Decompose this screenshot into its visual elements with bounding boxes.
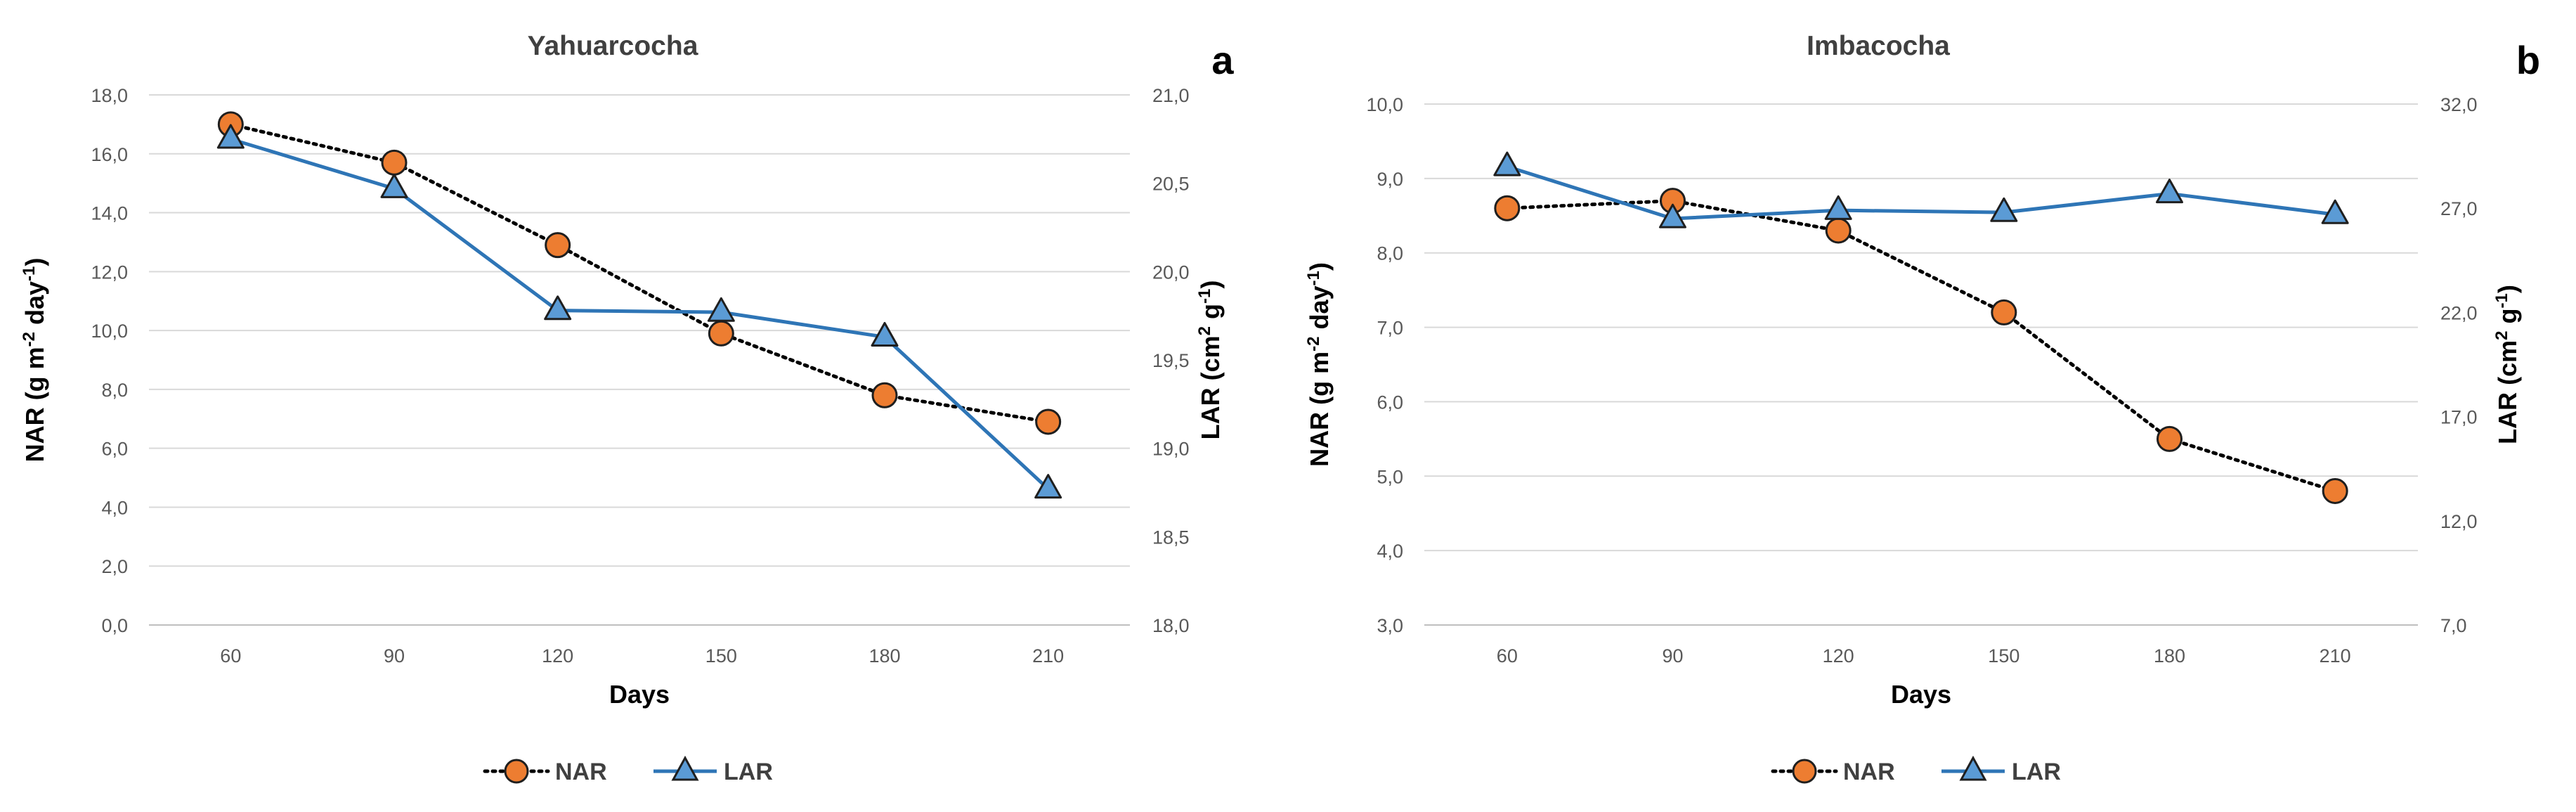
chart-b-svg: 3,0 4,0 5,0 6,0 7,0 8,0 9,0 10,0 7,0 12,0 17,0 22,0… xyxy=(1304,31,2541,785)
y2-tick-label: 19,0 xyxy=(1152,439,1190,460)
chart-title: Imbacocha xyxy=(1807,31,1950,61)
data-point-nar xyxy=(871,382,898,408)
series-line-nar xyxy=(1505,199,2337,493)
x-tick-label: 120 xyxy=(1823,645,1854,666)
y-axis-title: NAR (g m-2 day-1) xyxy=(20,258,50,463)
y-tick-label: 8,0 xyxy=(101,380,128,401)
x-tick-label: 60 xyxy=(1497,645,1518,666)
x-tick-label: 150 xyxy=(705,645,737,666)
data-point-nar xyxy=(2157,425,2183,452)
y2-tick-label: 18,0 xyxy=(1152,615,1190,636)
data-point-lar xyxy=(380,173,408,198)
y-tick-label: 12,0 xyxy=(91,262,128,283)
legend-marker-nar xyxy=(1792,759,1817,784)
y2-tick-label: 18,5 xyxy=(1152,527,1190,548)
data-point-lar xyxy=(707,297,735,322)
y-tick-label: 7,0 xyxy=(1377,318,1403,339)
data-point-lar xyxy=(2321,199,2349,224)
y-tick-label: 2,0 xyxy=(101,556,128,577)
data-point-nar xyxy=(381,149,408,176)
x-axis-title: Days xyxy=(609,680,670,709)
x-tick-label: 210 xyxy=(2320,645,2351,666)
y2-tick-label: 19,5 xyxy=(1152,350,1190,371)
data-point-nar xyxy=(2322,477,2348,504)
y-tick-label: 6,0 xyxy=(1377,392,1403,413)
data-point-nar xyxy=(708,320,734,347)
chart-a-svg: 0,0 2,0 4,0 6,0 8,0 10,0 12,0 14,0 16,0 18,0 18,0 1… xyxy=(20,31,1235,785)
y-tick-label: 18,0 xyxy=(91,85,128,106)
data-point-lar xyxy=(1659,203,1686,228)
series-line-nar xyxy=(228,122,1050,424)
x-tick-label: 90 xyxy=(1662,645,1683,666)
y2-tick-label: 22,0 xyxy=(2440,302,2478,323)
x-tick-label: 180 xyxy=(869,645,900,666)
x-axis-title: Days xyxy=(1891,680,1951,709)
chart-panel-b: 3,0 4,0 5,0 6,0 7,0 8,0 9,0 10,0 7,0 12,0 17,0 22,0… xyxy=(1288,0,2576,812)
y2-tick-label: 20,0 xyxy=(1152,262,1190,283)
y2-tick-label: 17,0 xyxy=(2440,407,2478,428)
y-tick-label: 10,0 xyxy=(91,321,128,342)
data-point-lar xyxy=(871,321,899,347)
data-point-nar xyxy=(1825,217,1852,244)
data-point-lar xyxy=(2156,179,2183,204)
y-tick-label: 14,0 xyxy=(91,203,128,224)
x-tick-label: 120 xyxy=(542,645,573,666)
y-axis-title: NAR (g m-2 day-1) xyxy=(1304,262,1334,467)
y-tick-label: 9,0 xyxy=(1377,169,1403,190)
data-point-lar xyxy=(1034,474,1062,499)
chart-title: Yahuarcocha xyxy=(528,31,698,61)
legend-marker-lar xyxy=(671,755,699,781)
data-point-lar xyxy=(216,124,245,149)
legend-label-lar: LAR xyxy=(724,759,773,785)
y-tick-label: 4,0 xyxy=(101,497,128,518)
y2-axis-title: LAR (cm2 g-1) xyxy=(1195,281,1225,440)
y2-tick-label: 20,5 xyxy=(1152,174,1190,195)
data-point-lar xyxy=(544,295,572,321)
y-tick-label: 0,0 xyxy=(101,615,128,636)
x-tick-label: 90 xyxy=(384,645,405,666)
y2-tick-label: 32,0 xyxy=(2440,94,2478,115)
series-line-lar xyxy=(230,137,1050,491)
panel-label: b xyxy=(2516,38,2540,82)
x-tick-label: 180 xyxy=(2154,645,2185,666)
data-point-nar xyxy=(545,232,571,259)
panel-label: a xyxy=(1211,38,1234,82)
legend-label-lar: LAR xyxy=(2012,759,2061,785)
x-tick-label: 60 xyxy=(220,645,241,666)
chart-panel-a: 0,0 2,0 4,0 6,0 8,0 10,0 12,0 14,0 16,0 18,0 18,0 1… xyxy=(20,31,1235,785)
y2-tick-label: 27,0 xyxy=(2440,198,2478,219)
y-tick-label: 3,0 xyxy=(1377,615,1403,636)
legend-label-nar: NAR xyxy=(555,759,607,785)
data-point-lar xyxy=(1990,197,2018,222)
legend-label-nar: NAR xyxy=(1843,759,1895,785)
y-tick-label: 6,0 xyxy=(101,439,128,460)
y-tick-label: 10,0 xyxy=(1366,94,1403,115)
legend-marker-nar xyxy=(504,759,529,784)
x-tick-label: 210 xyxy=(1032,645,1064,666)
legend-marker-lar xyxy=(1959,755,1987,781)
y2-tick-label: 7,0 xyxy=(2440,615,2467,636)
data-point-nar xyxy=(1035,408,1062,435)
y2-axis-title: LAR (cm2 g-1) xyxy=(2492,285,2523,444)
data-point-lar xyxy=(1493,151,1521,176)
y-tick-label: 16,0 xyxy=(91,144,128,165)
data-point-nar xyxy=(1494,195,1521,221)
data-point-lar xyxy=(1824,195,1852,220)
series-line-lar xyxy=(1507,165,2336,221)
y2-tick-label: 12,0 xyxy=(2440,511,2478,532)
data-point-nar xyxy=(1991,299,2017,326)
y-tick-label: 4,0 xyxy=(1377,541,1403,562)
y2-tick-label: 21,0 xyxy=(1152,85,1190,106)
y-tick-label: 5,0 xyxy=(1377,466,1403,487)
x-tick-label: 150 xyxy=(1988,645,2019,666)
y-tick-label: 8,0 xyxy=(1377,243,1403,264)
